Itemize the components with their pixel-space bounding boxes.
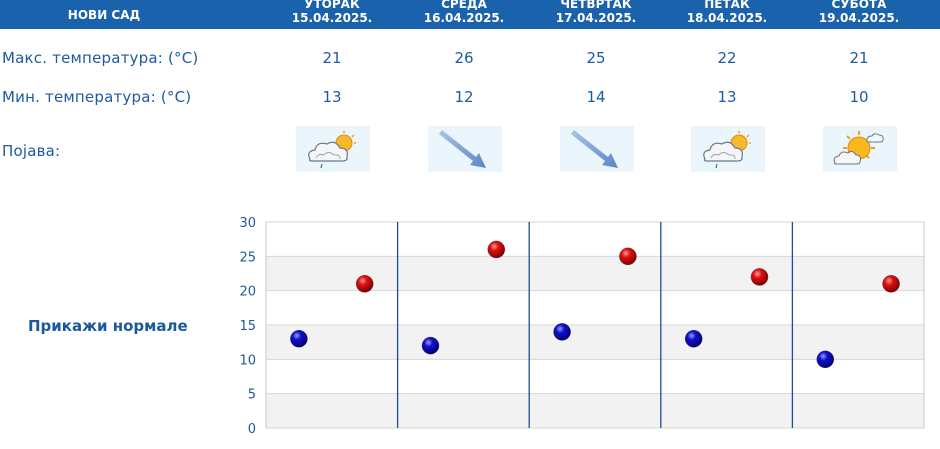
min-temp-value: 10 xyxy=(849,88,869,106)
min-temp-value: 13 xyxy=(717,88,737,106)
day-date: 19.04.2025. xyxy=(818,11,900,25)
max-temp-value: 21 xyxy=(849,49,869,67)
min-temp-value: 12 xyxy=(454,88,474,106)
min-temp-point xyxy=(421,336,440,355)
max-temp-value: 25 xyxy=(586,49,606,67)
partly-cloudy-light-rain-icon xyxy=(691,126,765,172)
y-tick-label: 20 xyxy=(239,285,256,300)
max-temp-point xyxy=(750,268,769,286)
grid-band xyxy=(266,256,924,291)
grid-band xyxy=(266,290,924,325)
day-date: 16.04.2025. xyxy=(423,11,505,25)
max-temp-point xyxy=(487,240,505,259)
day-name: СРЕДА xyxy=(441,0,487,11)
max-temp-value: 26 xyxy=(454,49,474,67)
min-temp-point xyxy=(816,350,834,369)
y-tick-label: 15 xyxy=(239,319,256,334)
day-header-5: СУБОТА 19.04.2025. xyxy=(793,0,925,29)
day-date: 17.04.2025. xyxy=(555,11,637,25)
max-temp-point xyxy=(882,275,900,293)
day-header-4: ПЕТАК 18.04.2025. xyxy=(661,0,793,29)
max-temp-value: 22 xyxy=(717,49,737,67)
min-temp-label: Мин. температура: (°C) xyxy=(2,88,192,106)
partly-cloudy-light-rain-icon xyxy=(296,126,370,172)
max-temp-label: Макс. температура: (°C) xyxy=(2,49,199,67)
day-name: ПЕТАК xyxy=(704,0,750,11)
min-temp-point xyxy=(290,330,308,348)
y-tick-label: 5 xyxy=(248,388,256,403)
day-date: 15.04.2025. xyxy=(291,11,373,25)
day-header-2: СРЕДА 16.04.2025. xyxy=(398,0,530,29)
show-normals-link[interactable]: Прикажи нормале xyxy=(28,317,188,335)
max-temp-value: 21 xyxy=(322,49,342,67)
forecast-header: НОВИ САД УТОРАК 15.04.2025. СРЕДА 16.04.… xyxy=(0,0,940,29)
min-temp-value: 13 xyxy=(322,88,342,106)
day-name: ЧЕТВРТАК xyxy=(560,0,632,11)
day-date: 18.04.2025. xyxy=(686,11,768,25)
grid-band xyxy=(266,222,924,257)
min-temp-point xyxy=(685,330,703,348)
wind-arrow-icon xyxy=(428,126,502,172)
day-name: СУБОТА xyxy=(831,0,887,11)
day-header-3: ЧЕТВРТАК 17.04.2025. xyxy=(530,0,662,29)
y-tick-label: 0 xyxy=(248,422,256,437)
max-temp-point xyxy=(356,275,374,293)
day-name: УТОРАК xyxy=(304,0,360,11)
grid-band xyxy=(266,325,924,360)
min-temp-value: 14 xyxy=(586,88,606,106)
grid-band xyxy=(266,393,924,428)
y-tick-label: 10 xyxy=(239,353,256,368)
min-temp-point xyxy=(553,323,571,341)
partly-sunny-icon xyxy=(823,126,897,172)
y-tick-label: 25 xyxy=(239,250,256,265)
y-tick-label: 30 xyxy=(239,216,256,231)
phenomenon-label: Појава: xyxy=(2,142,61,160)
wind-arrow-icon xyxy=(560,126,634,172)
grid-band xyxy=(266,359,924,394)
day-header-1: УТОРАК 15.04.2025. xyxy=(266,0,398,29)
city-name: НОВИ САД xyxy=(67,7,141,22)
max-temp-point xyxy=(619,247,637,266)
